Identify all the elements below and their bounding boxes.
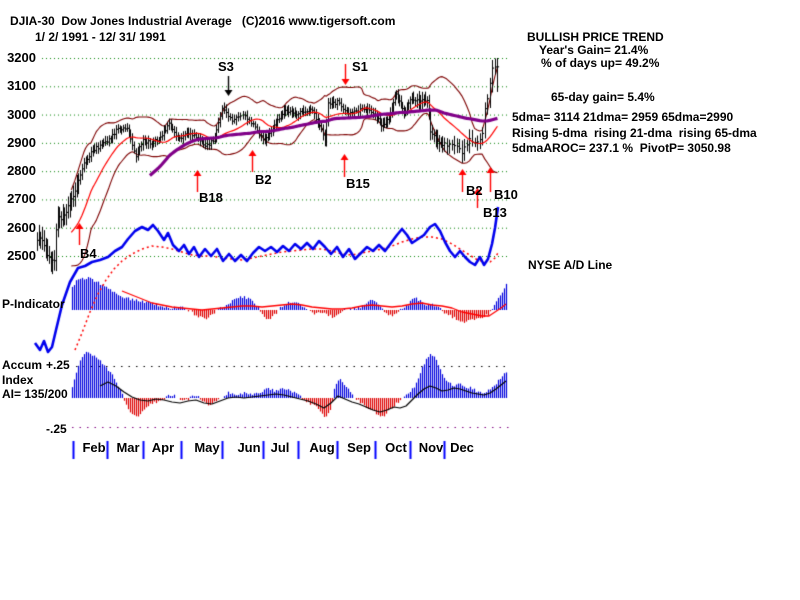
chart-date-range: 1/ 2/ 1991 - 12/ 31/ 1991 — [35, 30, 166, 44]
month-label-may: May — [194, 440, 220, 455]
month-label-apr: Apr — [151, 440, 175, 455]
ai-ratio-label: AI= 135/200 — [2, 387, 68, 401]
signal-label-b18-3: B18 — [199, 190, 223, 205]
month-label-oct: Oct — [385, 440, 407, 455]
month-label-aug: Aug — [309, 440, 335, 455]
days-up-label: % of days up= 49.2% — [541, 56, 660, 70]
month-label-jun: Jun — [237, 440, 261, 455]
signal-label-b13-8: B13 — [483, 205, 507, 220]
month-label-mar: Mar — [116, 440, 140, 455]
dma-values-label: 5dma= 3114 21dma= 2959 65dma=2990 — [512, 110, 734, 124]
minus25-label: -.25 — [46, 422, 67, 436]
y-tick-2500: 2500 — [7, 248, 36, 263]
rising-dma-label: Rising 5-dma rising 21-dma rising 65-dma — [512, 126, 757, 140]
signal-label-s3-0: S3 — [218, 59, 234, 74]
month-label-feb: Feb — [82, 440, 106, 455]
y-tick-3100: 3100 — [7, 78, 36, 94]
signal-label-b2-6: B2 — [466, 183, 483, 198]
month-label-sep: Sep — [347, 440, 371, 455]
month-label-jul: Jul — [270, 440, 290, 455]
plus25-label: +.25 — [46, 358, 70, 372]
signal-label-b15-5: B15 — [346, 176, 370, 191]
signal-label-s1-1: S1 — [352, 59, 368, 74]
aroc-pivot-label: 5dmaAROC= 237.1 % PivotP= 3050.98 — [512, 141, 731, 155]
p-indicator-label: P-Indicator — [2, 297, 65, 311]
index-label: Index — [2, 373, 34, 387]
y-tick-2900: 2900 — [7, 134, 36, 150]
years-gain-label: Year's Gain= 21.4% — [539, 43, 649, 57]
month-label-dec: Dec — [450, 440, 474, 455]
signal-label-b10-7: B10 — [494, 187, 518, 202]
y-tick-3000: 3000 — [7, 106, 36, 122]
month-label-nov: Nov — [418, 440, 444, 455]
signal-label-b2-4: B2 — [255, 172, 272, 187]
trend-status-label: BULLISH PRICE TREND — [527, 30, 664, 44]
y-tick-3200: 3200 — [7, 50, 36, 65]
accum-label: Accum — [2, 358, 43, 372]
signal-label-b4-2: B4 — [80, 246, 97, 261]
chart-title: DJIA-30 Dow Jones Industrial Average (C)… — [10, 14, 396, 28]
y-tick-2700: 2700 — [7, 191, 36, 207]
y-tick-2800: 2800 — [7, 163, 36, 179]
gain-65-label: 65-day gain= 5.4% — [551, 90, 655, 104]
y-tick-2600: 2600 — [7, 219, 36, 235]
ad-line-label: NYSE A/D Line — [528, 258, 613, 272]
